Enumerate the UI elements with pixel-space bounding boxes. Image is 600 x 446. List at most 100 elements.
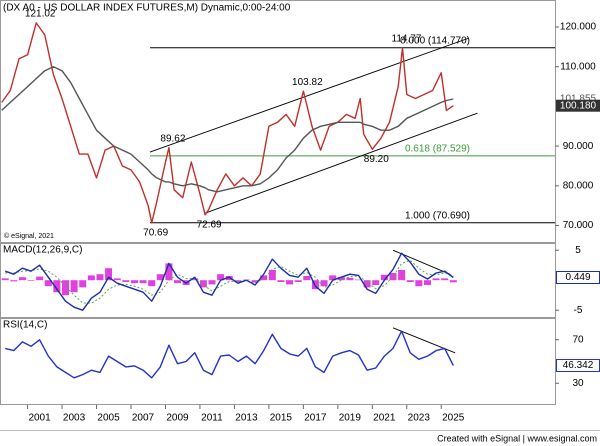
histogram-bar: [415, 280, 423, 287]
histogram-bar: [355, 279, 363, 281]
trend-line: [149, 37, 469, 153]
watermark: © eSignal, 2021: [4, 232, 54, 240]
histogram-bar: [441, 278, 449, 281]
histogram-bar: [260, 275, 268, 281]
histogram-bar: [53, 280, 61, 293]
x-tick-label: 2015: [270, 413, 293, 424]
y-tick-label: 70: [572, 334, 584, 345]
x-tick-label: 2021: [373, 413, 396, 424]
histogram-bar: [337, 277, 345, 281]
histogram-bar: [225, 276, 233, 281]
point-label: 89.20: [364, 154, 389, 165]
histogram-bar: [208, 280, 216, 285]
histogram-bar: [1, 278, 9, 281]
point-label: 72.69: [197, 219, 222, 230]
histogram-bar: [18, 277, 26, 281]
x-tick-label: 2023: [408, 413, 431, 424]
y-tick-label: 30: [572, 378, 584, 389]
value-box-label: 46.342: [563, 360, 594, 371]
y-tick-label: 70.000: [563, 220, 594, 231]
rsi-title: RSI(14,C): [3, 320, 47, 331]
point-label: 70.69: [143, 227, 168, 238]
value-box: [556, 99, 600, 112]
level-label: 1.000 (70.690): [405, 210, 470, 221]
value-label: 101.855: [560, 94, 597, 105]
y-tick-label: -5: [574, 305, 583, 316]
series-line: [5, 330, 454, 379]
histogram-bar: [423, 280, 431, 285]
series-line: [5, 259, 454, 304]
histogram-bar: [268, 270, 276, 281]
histogram-bar: [449, 280, 457, 283]
y-tick-label: 90.000: [563, 141, 594, 152]
histogram-bar: [165, 263, 173, 281]
histogram-bar: [303, 276, 311, 281]
histogram-bar: [139, 280, 147, 284]
x-tick-label: 2025: [442, 413, 465, 424]
histogram-bar: [286, 280, 294, 285]
histogram-bar: [156, 274, 164, 281]
chart-title: (DX A0 - US DOLLAR INDEX FUTURES,M) Dyna…: [3, 3, 291, 14]
histogram-bar: [96, 274, 104, 281]
x-tick-label: 2011: [201, 413, 223, 424]
x-tick-label: 2005: [97, 413, 120, 424]
histogram-bar: [130, 280, 138, 284]
value-box-label: 100.180: [560, 100, 597, 111]
histogram-bar: [36, 276, 44, 281]
histogram-bar: [398, 270, 406, 281]
point-label: 121.02: [25, 9, 56, 20]
series-line: [4, 252, 454, 311]
histogram-bar: [113, 278, 121, 281]
histogram-bar: [105, 268, 113, 281]
footer: Created with eSignal | www.esignal.com: [437, 433, 597, 443]
histogram-bar: [27, 280, 35, 281]
macd-title: MACD(12,26,9,C): [3, 245, 82, 256]
histogram-bar: [432, 278, 440, 281]
histogram-bar: [217, 274, 225, 281]
x-tick-label: 2013: [235, 413, 258, 424]
x-tick-label: 2009: [166, 413, 189, 424]
trend-line: [204, 112, 478, 214]
level-label: 0.000 (114.770): [400, 35, 470, 46]
x-tick-label: 2017: [304, 413, 327, 424]
y-tick-label: 5: [575, 245, 581, 256]
histogram-bar: [329, 275, 337, 281]
histogram-bar: [79, 280, 87, 288]
histogram-bar: [122, 280, 130, 282]
histogram-bar: [199, 280, 207, 288]
histogram-bar: [61, 280, 69, 296]
x-tick-label: 2003: [63, 413, 86, 424]
histogram-bar: [277, 280, 285, 282]
histogram-bar: [406, 280, 414, 282]
macd-panel-frame: [0, 243, 556, 318]
histogram-bar: [346, 277, 354, 281]
histogram-bar: [372, 280, 380, 285]
x-tick-label: 2001: [28, 413, 51, 424]
histogram-bar: [174, 280, 182, 284]
histogram-bar: [389, 273, 397, 281]
histogram-bar: [70, 280, 78, 293]
point-label: 103.82: [292, 77, 323, 88]
histogram-bar: [363, 280, 371, 288]
value-box-label: 0.449: [565, 272, 590, 283]
histogram-bar: [320, 280, 328, 287]
histogram-bar: [148, 280, 156, 287]
y-tick-label: 110.000: [560, 61, 596, 72]
level-label: 0.618 (87.529): [405, 144, 470, 155]
histogram-bar: [44, 280, 52, 287]
point-label: 114.77: [392, 33, 422, 44]
histogram-bar: [10, 280, 18, 282]
series-line: [1, 66, 454, 193]
rsi-panel-frame: [0, 318, 556, 405]
histogram-bar: [294, 280, 302, 282]
price-panel-frame: [0, 0, 556, 243]
histogram-bar: [87, 275, 95, 281]
histogram-bar: [234, 280, 242, 282]
histogram-bar: [380, 274, 388, 281]
series-line: [1, 22, 454, 224]
x-tick-label: 2019: [339, 413, 362, 424]
y-tick-label: 120.000: [560, 22, 597, 33]
histogram-bar: [251, 280, 259, 283]
point-label: 89.62: [160, 133, 185, 144]
